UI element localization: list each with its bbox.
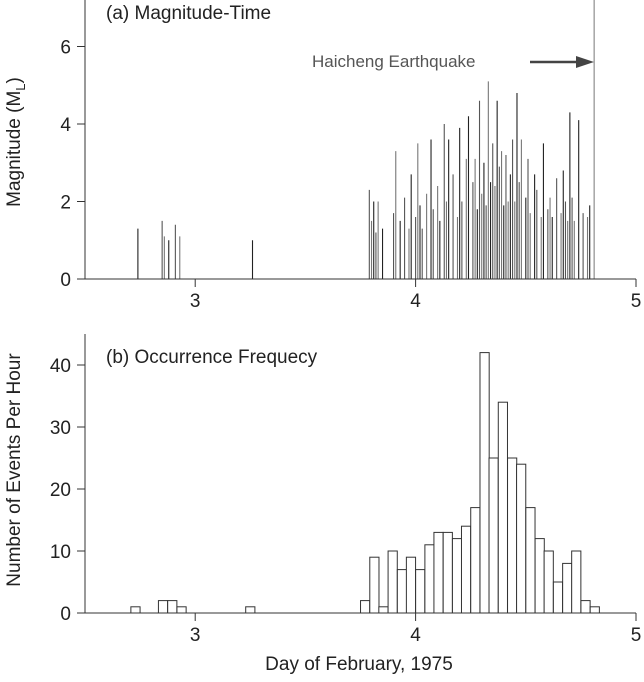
- histogram-bar: [451, 538, 463, 614]
- panel-a-y-tick-label: 2: [60, 193, 71, 214]
- histogram-bar: [552, 581, 564, 614]
- histogram-bar: [176, 606, 187, 614]
- panel-b-title: (b) Occurrence Frequecy: [106, 347, 318, 368]
- histogram-bar: [571, 550, 582, 614]
- panel-b-y-tick-label: 30: [50, 418, 71, 439]
- panel-a-axes: 3 4 5 0 2 4 6: [60, 0, 641, 312]
- histogram-bar: [479, 352, 490, 614]
- histogram-bar: [543, 550, 554, 614]
- haicheng-arrow: [530, 56, 594, 68]
- panel-a-ylabel-sub: L: [13, 83, 28, 90]
- histogram-bar: [497, 401, 508, 614]
- panel-occurrence-frequency: (b) Occurrence Frequecy Number of Events…: [4, 334, 641, 675]
- panel-magnitude-time: (a) Magnitude-Time Magnitude (ML) 3 4 5 0 2 4…: [4, 0, 641, 312]
- panel-b-y-tick-label: 10: [50, 542, 71, 563]
- histogram-bar: [433, 531, 444, 614]
- histogram-bar: [424, 544, 435, 614]
- histogram-bar: [460, 525, 472, 614]
- histogram-bar: [167, 600, 178, 614]
- histogram-bar: [507, 457, 518, 614]
- histogram-bar: [589, 606, 600, 614]
- histogram-bar: [245, 606, 256, 614]
- histogram-bar: [396, 569, 408, 614]
- histogram-bar: [157, 600, 169, 614]
- panel-a-y-tick-label: 0: [60, 270, 71, 291]
- panel-a-x-tick-label: 4: [410, 291, 421, 312]
- panel-b-histogram-bars: [130, 352, 600, 614]
- histogram-bar: [387, 550, 398, 614]
- histogram-bar: [415, 569, 426, 614]
- histogram-bar: [130, 606, 141, 614]
- histogram-bar: [516, 463, 527, 614]
- panel-b-y-tick-label: 40: [50, 356, 71, 377]
- panel-a-y-tick-label: 6: [60, 38, 71, 59]
- panel-a-x-tick-label: 5: [631, 291, 642, 312]
- panel-a-title: (a) Magnitude-Time: [106, 3, 271, 24]
- panel-b-y-tick-label: 20: [50, 480, 71, 501]
- panel-b-y-axis-label: Number of Events Per Hour: [4, 353, 25, 587]
- panel-a-ylabel-close: ): [4, 77, 25, 83]
- histogram-bar: [488, 457, 499, 614]
- panel-b-x-tick-label: 4: [410, 625, 421, 646]
- panel-b-y-tick-label: 0: [60, 604, 71, 625]
- histogram-bar: [534, 538, 545, 614]
- panel-b-x-tick-label: 5: [631, 625, 642, 646]
- histogram-bar: [442, 531, 453, 614]
- histogram-bar: [525, 507, 536, 614]
- panel-b-axes: 3 4 5 0 10 20 30 40: [50, 334, 641, 646]
- histogram-bar: [470, 507, 481, 614]
- panel-a-ylabel-main: Magnitude (M: [4, 91, 25, 207]
- histogram-bar: [369, 556, 380, 614]
- histogram-bar: [378, 606, 389, 614]
- panel-b-x-axis-label: Day of February, 1975: [265, 654, 453, 675]
- histogram-bar: [360, 600, 371, 614]
- panel-b-x-tick-label: 3: [190, 625, 201, 646]
- histogram-bar: [405, 556, 417, 614]
- panel-a-y-tick-label: 4: [60, 115, 71, 136]
- histogram-bar: [580, 600, 591, 614]
- haicheng-annotation: Haicheng Earthquake: [312, 52, 476, 71]
- histogram-bar: [562, 562, 573, 614]
- panel-a-event-bars: [137, 0, 595, 279]
- panel-a-y-axis-label: Magnitude (ML): [4, 77, 28, 207]
- panel-a-x-tick-label: 3: [190, 291, 201, 312]
